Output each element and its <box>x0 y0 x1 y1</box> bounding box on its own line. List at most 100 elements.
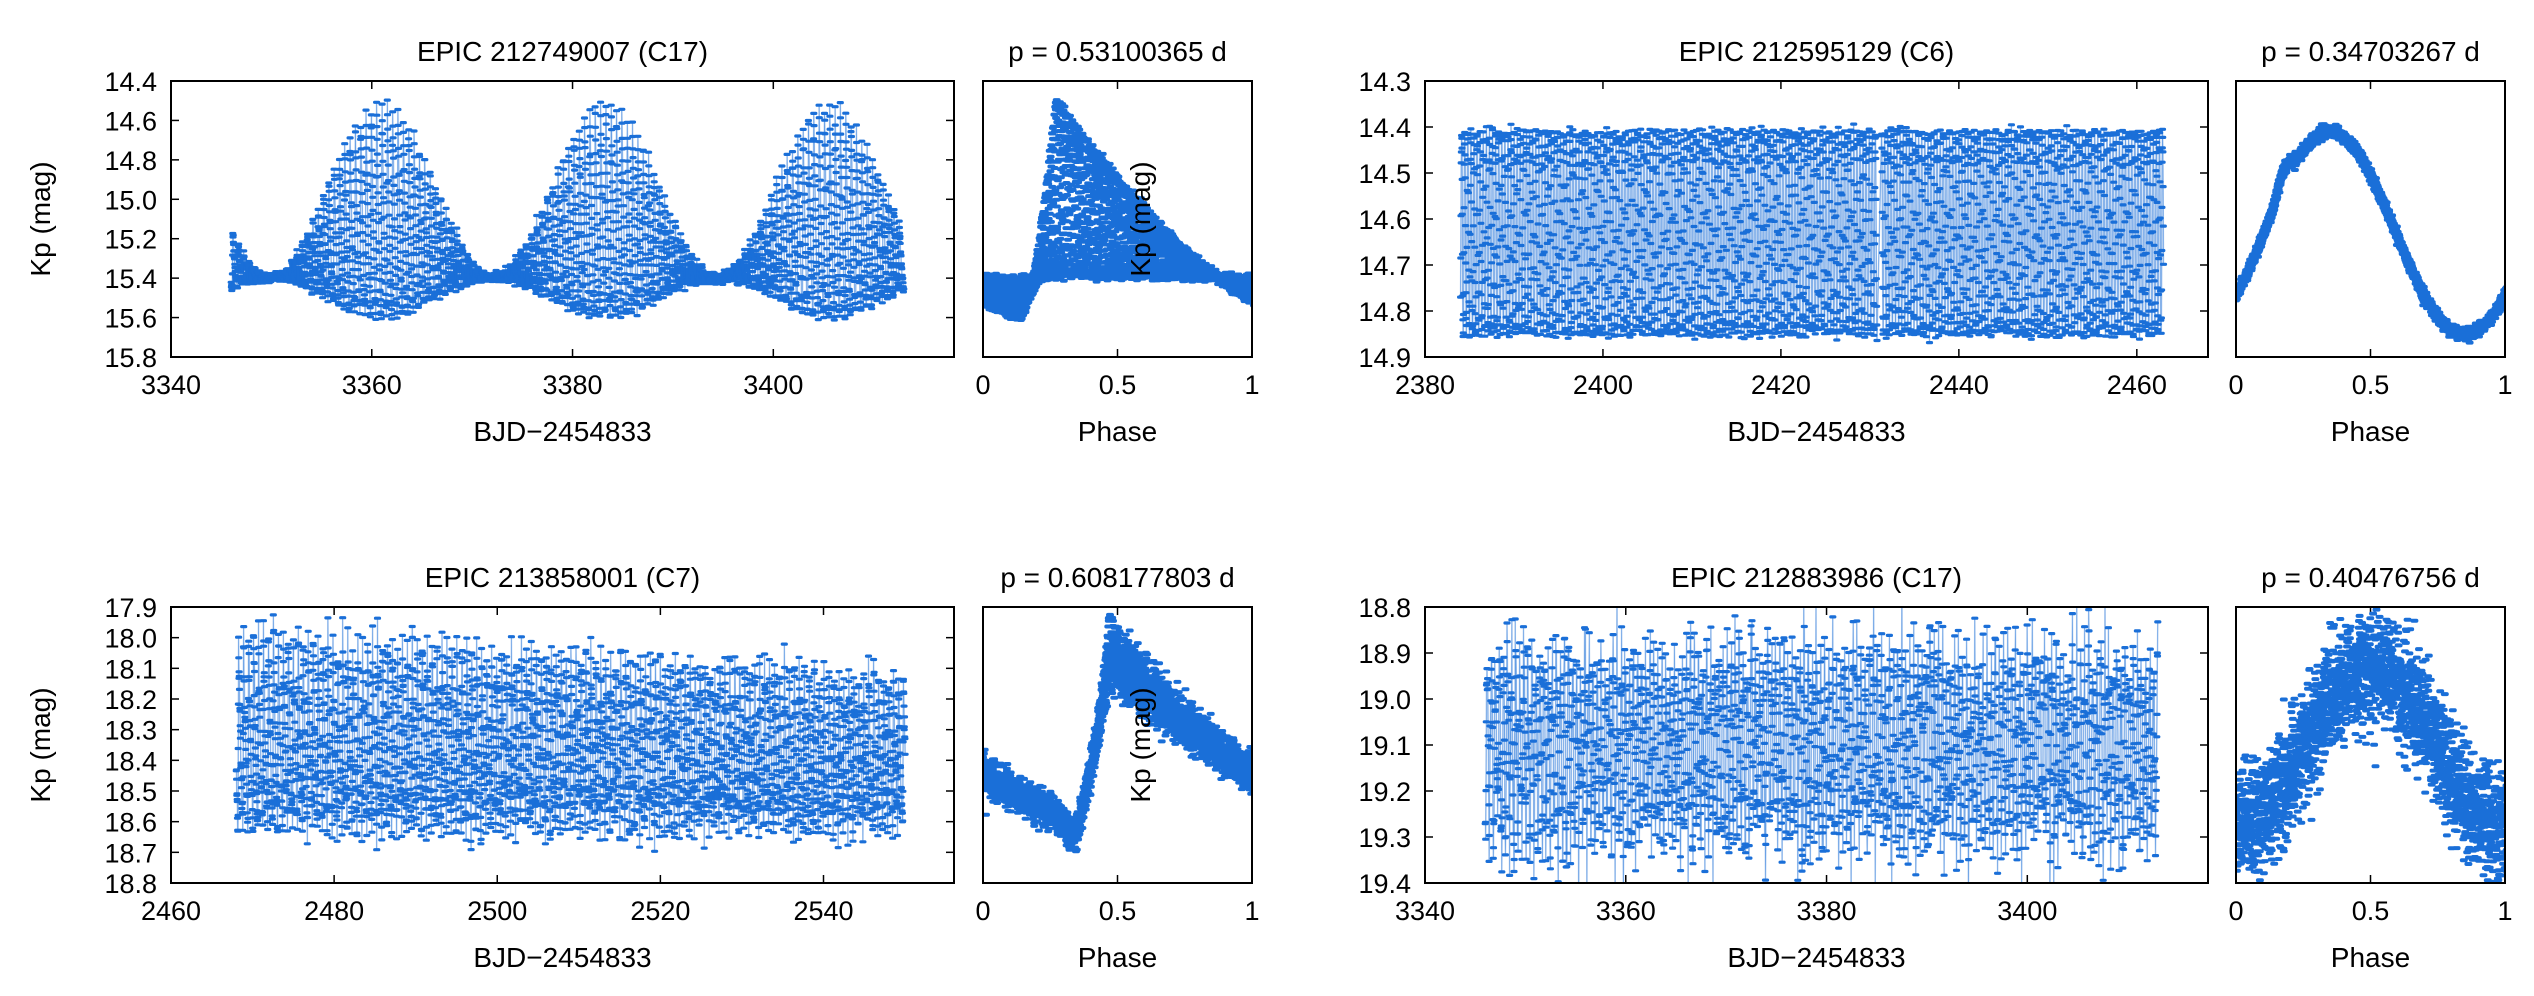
panel-p4: EPIC 212883986 (C17) 3340 3360 3380 3400 BJD−… <box>1125 562 2209 973</box>
x-tick-label: 2380 <box>1395 370 1455 400</box>
chart-title: EPIC 213858001 (C7) <box>425 562 701 593</box>
y-axis-label: Kp (mag) <box>1125 161 1156 276</box>
x-tick-label: 3400 <box>743 370 803 400</box>
plot-frame <box>170 80 955 358</box>
x-axis-label: BJD−2454833 <box>473 416 651 447</box>
panel-p4f: p = 0.40476756 d 0 0.5 1 Phase <box>2228 562 2512 973</box>
plot-frame <box>1424 606 2209 884</box>
y-tick-label: 18.7 <box>104 838 157 868</box>
y-tick-label: 14.5 <box>1358 159 1411 189</box>
series-p4f <box>2236 607 2505 883</box>
x-axis-label: Phase <box>1078 416 1157 447</box>
series-p1 <box>227 98 908 322</box>
plot-frame <box>982 606 1253 884</box>
chart-title: EPIC 212595129 (C6) <box>1679 36 1955 67</box>
x-tick-label: 2520 <box>630 896 690 926</box>
x-tick-label: 2500 <box>467 896 527 926</box>
y-tick-label: 19.0 <box>1358 685 1411 715</box>
series-p4 <box>1481 607 2162 883</box>
y-tick-label: 15.6 <box>104 304 157 334</box>
chart-title: p = 0.608177803 d <box>1000 562 1234 593</box>
x-tick-label: 0.5 <box>1099 896 1137 926</box>
y-tick-label: 14.8 <box>104 146 157 176</box>
panel-p3: EPIC 213858001 (C7) 2460 2480 2500 2520 2540 B… <box>25 562 955 973</box>
y-tick-label: 14.4 <box>1358 113 1411 143</box>
y-tick-label: 18.4 <box>104 746 157 776</box>
chart-title: EPIC 212883986 (C17) <box>1671 562 1962 593</box>
folded-points <box>983 612 1252 854</box>
x-tick-label: 0.5 <box>1099 370 1137 400</box>
x-tick-label: 3400 <box>1997 896 2057 926</box>
x-tick-label: 0 <box>975 896 990 926</box>
folded-points <box>2236 122 2505 345</box>
y-tick-label: 14.6 <box>1358 205 1411 235</box>
x-tick-label: 0 <box>975 370 990 400</box>
y-tick-label: 19.2 <box>1358 777 1411 807</box>
y-tick-label: 15.8 <box>104 343 157 373</box>
y-tick-label: 18.2 <box>104 685 157 715</box>
folded-points <box>2236 607 2505 883</box>
y-tick-label: 18.1 <box>104 654 157 684</box>
x-axis-label: Phase <box>2331 942 2410 973</box>
y-axis-label: Kp (mag) <box>1125 687 1156 802</box>
x-tick-label: 1 <box>2497 896 2512 926</box>
plot-frame <box>2235 80 2506 358</box>
chart-title: p = 0.53100365 d <box>1008 36 1227 67</box>
x-tick-label: 3340 <box>141 370 201 400</box>
x-tick-label: 1 <box>2497 370 2512 400</box>
y-axis-label: Kp (mag) <box>25 687 56 802</box>
light-curve-trace <box>236 614 906 852</box>
panel-p2: EPIC 212595129 (C6) 2380 2400 2420 2440 2460 B… <box>1125 36 2209 447</box>
folded-points <box>983 98 1252 322</box>
y-tick-label: 19.1 <box>1358 731 1411 761</box>
x-axis-label: BJD−2454833 <box>1727 942 1905 973</box>
x-tick-label: 2440 <box>1929 370 1989 400</box>
x-tick-label: 2420 <box>1751 370 1811 400</box>
y-tick-label: 18.5 <box>104 777 157 807</box>
x-tick-label: 0 <box>2228 896 2243 926</box>
y-tick-label: 14.6 <box>104 106 157 136</box>
x-tick-label: 3360 <box>1596 896 1656 926</box>
plot-frame <box>1424 80 2209 358</box>
y-tick-label: 14.7 <box>1358 251 1411 281</box>
x-axis-label: Phase <box>2331 416 2410 447</box>
x-tick-label: 0 <box>2228 370 2243 400</box>
x-tick-label: 2540 <box>793 896 853 926</box>
panel-p1f: p = 0.53100365 d 0 0.5 1 Phase <box>975 36 1259 447</box>
y-tick-label: 15.2 <box>104 225 157 255</box>
series-p2 <box>1457 122 2168 345</box>
y-tick-label: 14.3 <box>1358 67 1411 97</box>
x-tick-label: 0.5 <box>2352 370 2390 400</box>
y-tick-label: 19.3 <box>1358 823 1411 853</box>
x-tick-label: 0.5 <box>2352 896 2390 926</box>
y-tick-label: 14.9 <box>1358 343 1411 373</box>
x-axis-label: BJD−2454833 <box>1727 416 1905 447</box>
panel-p1: EPIC 212749007 (C17) 3340 3360 3380 3400 BJD−… <box>25 36 955 447</box>
light-curve-trace <box>1484 607 2159 883</box>
series-p1f <box>983 98 1252 322</box>
y-axis-label: Kp (mag) <box>25 161 56 276</box>
x-axis-label: Phase <box>1078 942 1157 973</box>
y-tick-label: 17.9 <box>104 593 157 623</box>
x-tick-label: 2460 <box>2107 370 2167 400</box>
chart-title: p = 0.34703267 d <box>2261 36 2480 67</box>
x-tick-label: 3340 <box>1395 896 1455 926</box>
y-tick-label: 18.9 <box>1358 639 1411 669</box>
y-tick-label: 15.0 <box>104 185 157 215</box>
panel-p3f: p = 0.608177803 d 0 0.5 1 Phase <box>975 562 1259 973</box>
panel-p2f: p = 0.34703267 d 0 0.5 1 Phase <box>2228 36 2512 447</box>
series-p3 <box>232 613 909 853</box>
y-tick-label: 18.3 <box>104 716 157 746</box>
y-tick-label: 18.0 <box>104 624 157 654</box>
light-curve-trace <box>1460 124 2164 343</box>
series-p2f <box>2236 122 2505 345</box>
y-tick-label: 15.4 <box>104 264 157 294</box>
plot-frame <box>982 80 1253 358</box>
light-curve-trace <box>230 100 905 321</box>
plot-frame <box>170 606 955 884</box>
chart-title: EPIC 212749007 (C17) <box>417 36 708 67</box>
series-p3f <box>983 612 1252 854</box>
chart-title: p = 0.40476756 d <box>2261 562 2480 593</box>
x-tick-label: 3360 <box>342 370 402 400</box>
